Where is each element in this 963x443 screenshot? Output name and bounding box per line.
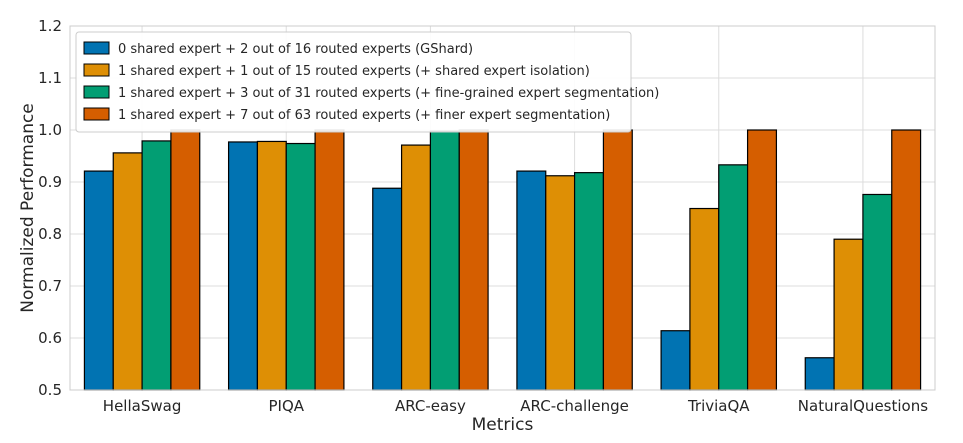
- y-tick-labels: 0.5 0.6 0.7 0.8 0.9 1.0 1.1 1.2: [38, 17, 62, 399]
- bar-triviaqa-series-1: [660, 330, 691, 391]
- bar-piqa-series-3: [285, 142, 316, 391]
- bar-triviaqa-series-3: [718, 164, 749, 391]
- x-tick-label: TriviaQA: [687, 397, 750, 415]
- bar-arc-easy-series-2: [400, 144, 432, 391]
- y-tick-label: 0.8: [38, 225, 62, 243]
- legend-swatch: [83, 63, 110, 77]
- bar-arc-easy-series-1: [372, 187, 403, 391]
- bar-naturalquestions-series-1: [804, 357, 835, 391]
- bar-arc-challenge-series-3: [573, 172, 605, 391]
- legend-swatch: [83, 107, 110, 121]
- legend-label: 1 shared expert + 1 out of 15 routed exp…: [118, 64, 590, 79]
- x-tick-label: ARC-easy: [395, 397, 466, 415]
- bar-naturalquestions-series-2: [833, 238, 864, 391]
- legend-label: 1 shared expert + 7 out of 63 routed exp…: [118, 108, 610, 123]
- bar-arc-challenge-series-2: [545, 175, 576, 391]
- bar-piqa-series-4: [314, 129, 345, 391]
- bar-triviaqa-series-2: [689, 207, 720, 391]
- y-tick-label: 0.9: [38, 173, 62, 191]
- legend: 0 shared expert + 2 out of 16 routed exp…: [75, 31, 659, 133]
- y-tick-label: 1.2: [38, 17, 62, 35]
- bar-hellaswag-series-4: [170, 129, 201, 391]
- y-tick-label: 0.5: [38, 381, 62, 399]
- y-tick-label: 0.6: [38, 329, 62, 347]
- legend-label: 1 shared expert + 3 out of 31 routed exp…: [118, 86, 659, 101]
- x-axis-label: Metrics: [472, 415, 534, 435]
- bar-naturalquestions-series-4: [891, 129, 922, 391]
- bar-arc-easy-series-3: [429, 130, 460, 391]
- bar-naturalquestions-series-3: [862, 193, 893, 391]
- y-tick-label: 1.1: [38, 69, 62, 87]
- legend-swatch: [83, 41, 110, 55]
- legend-label: 0 shared expert + 2 out of 16 routed exp…: [118, 42, 473, 57]
- x-tick-label: PIQA: [268, 397, 304, 415]
- bars: [83, 129, 922, 391]
- bar-hellaswag-series-2: [112, 152, 143, 391]
- bar-arc-challenge-series-4: [602, 129, 633, 391]
- bar-arc-challenge-series-1: [516, 170, 547, 391]
- plot-frame: [69, 25, 936, 391]
- y-tick-label: 1.0: [38, 121, 62, 139]
- x-tick-label: ARC-challenge: [520, 397, 629, 415]
- x-tick-label: NaturalQuestions: [798, 397, 928, 415]
- x-tick-labels: HellaSwag PIQA ARC-easy ARC-challenge Trivia…: [103, 397, 928, 415]
- bar-hellaswag-series-3: [141, 140, 172, 391]
- bar-triviaqa-series-4: [746, 129, 778, 391]
- legend-box: [75, 31, 632, 133]
- y-axis-label: Normalized Performance: [18, 103, 38, 313]
- y-tick-label: 0.7: [38, 277, 62, 295]
- x-tick-label: HellaSwag: [103, 397, 182, 415]
- legend-swatch: [83, 85, 110, 99]
- bar-hellaswag-series-1: [83, 170, 114, 391]
- bar-piqa-series-2: [256, 140, 287, 391]
- bar-piqa-series-1: [227, 141, 259, 391]
- bar-arc-easy-series-4: [458, 129, 489, 391]
